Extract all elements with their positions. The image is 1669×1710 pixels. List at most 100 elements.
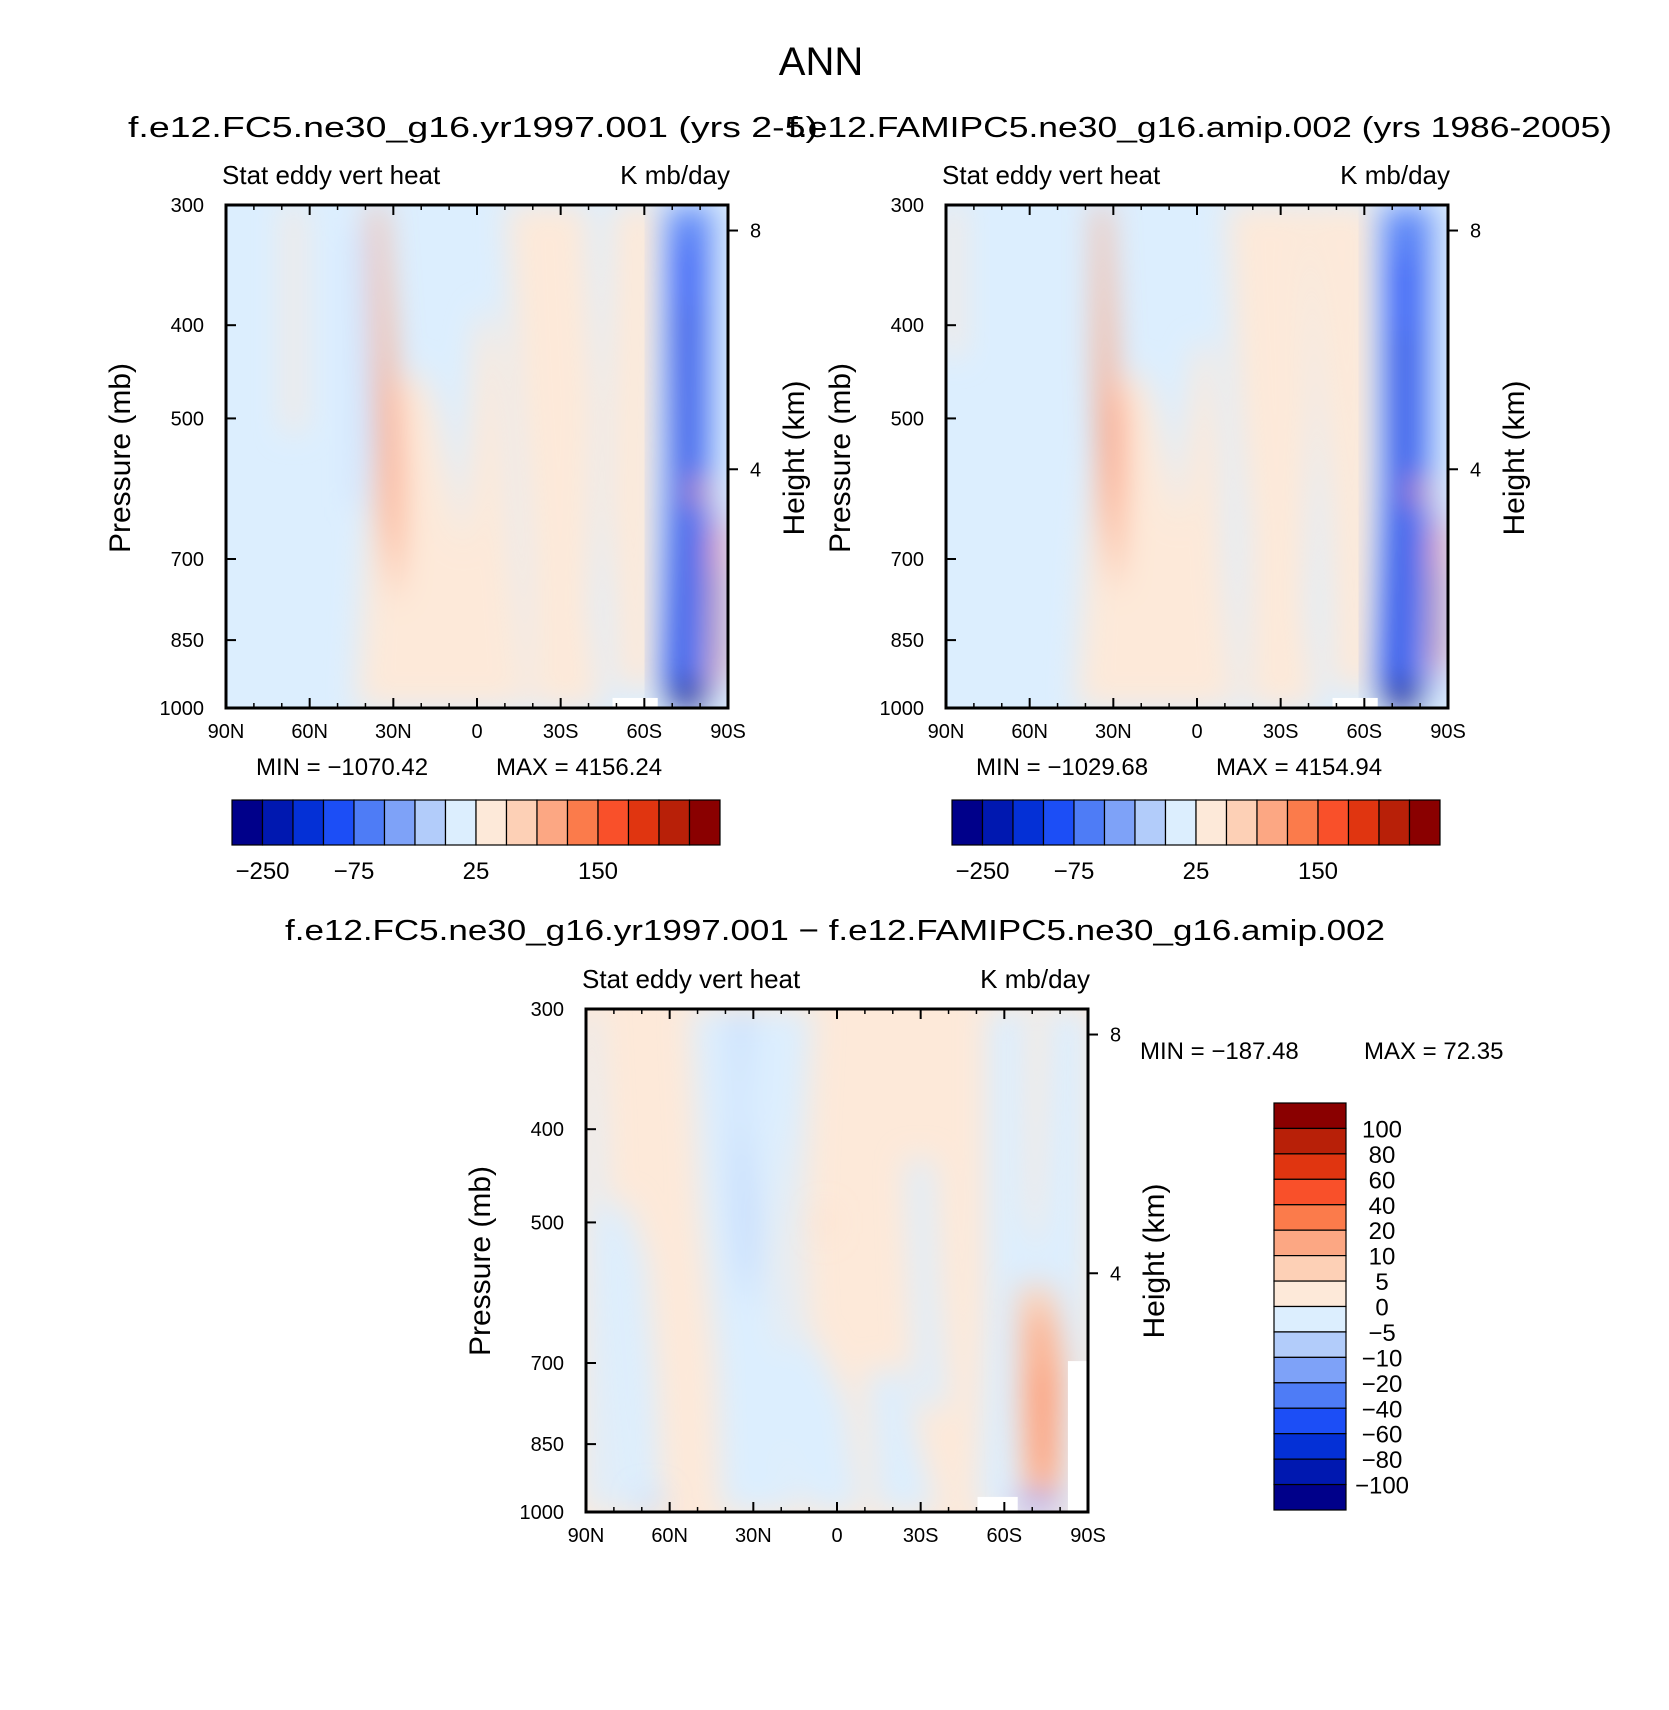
panel-2-y-ticks: 300 400 500 700 850 1000 8 4 [880,195,1482,720]
height-tick-label: 4 [1110,1263,1121,1285]
panel-2-ylabel-right: Height (km) [1498,380,1531,535]
colorbar-box [1273,1102,1347,1130]
colorbar-box [1273,1458,1347,1486]
colorbar-label: 150 [578,858,618,885]
panel-2: f.e12.FAMIPC5.ne30_g16.amip.002 (yrs 198… [788,112,1612,885]
colorbar-label: 20 [1369,1218,1396,1245]
colorbar-box [1164,799,1197,846]
panel-3: f.e12.FC5.ne30_g16.yr1997.001 − f.e12.FA… [285,915,1503,1547]
colorbar-box [1195,799,1228,846]
panel-3-left-label: Stat eddy vert heat [582,964,801,994]
colorbar-box [627,799,660,846]
field-cool-streak [736,1009,752,1311]
colorbar-box [383,799,416,846]
colorbar-box [1286,799,1319,846]
panel-1-field [226,205,728,708]
field-cool-region [586,1009,612,1512]
y-tick-label: 1000 [880,698,925,720]
panel-1-ylabel: Pressure (mb) [104,363,137,553]
colorbar-box [1273,1483,1347,1511]
panel-1: f.e12.FC5.ne30_g16.yr1997.001 (yrs 2-5) … [104,112,818,885]
panel-1-title: f.e12.FC5.ne30_g16.yr1997.001 (yrs 2-5) [128,112,818,144]
field-warm-spot [1412,481,1428,502]
x-tick-label: 90S [1430,721,1466,743]
colorbar-box [597,799,630,846]
field-warm-region [1027,1009,1048,1261]
y-tick-label: 400 [531,1119,564,1141]
field-warm-region [1166,345,1238,708]
colorbar-label: 40 [1369,1193,1396,1220]
x-tick-label: 60N [651,1525,688,1547]
colorbar-box [1273,1127,1347,1155]
colorbar-box [1273,1382,1347,1409]
colorbar-label: 60 [1369,1167,1396,1194]
panel-2-field [946,205,1448,708]
field-warm-region [1307,205,1378,688]
height-tick-label: 8 [1110,1025,1121,1047]
panel-1-units-label: K mb/day [620,160,730,190]
field-warm-region [1227,205,1318,708]
y-tick-label: 300 [171,195,204,217]
figure-title: ANN [779,40,863,84]
field-warm-streak [1096,205,1122,598]
x-tick-label: 60N [291,721,328,743]
y-tick-label: 300 [891,195,924,217]
panel-3-min-label: MIN = −187.48 [1140,1038,1299,1065]
colorbar-label: −10 [1362,1345,1403,1372]
panel-2-max-label: MAX = 4154.94 [1216,754,1382,781]
x-tick-label: 90S [710,721,746,743]
y-tick-label: 500 [531,1212,564,1234]
panel-3-units-label: K mb/day [980,964,1090,994]
colorbar-box [981,799,1014,846]
height-tick-label: 4 [1470,459,1481,481]
colorbar-label: −5 [1368,1320,1395,1347]
y-tick-label: 850 [891,630,924,652]
y-tick-label: 700 [171,549,204,571]
y-tick-label: 700 [891,549,924,571]
field-warm-region [456,305,528,708]
colorbar-label: −100 [1355,1473,1409,1500]
panel-2-min-label: MIN = −1029.68 [976,754,1148,781]
x-tick-label: 90N [928,721,965,743]
field-warm-band [946,205,962,356]
field-cool-region [691,1009,787,1512]
x-tick-label: 90N [568,1525,605,1547]
panel-1-frame [224,203,730,710]
panel-2-frame [944,203,1450,710]
panel-2-left-label: Stat eddy vert heat [942,160,1161,190]
x-tick-label: 0 [1191,721,1202,743]
colorbar-box [1378,799,1411,846]
field-cool-region [670,305,691,678]
colorbar-box [1225,799,1258,846]
colorbar-label: −75 [334,858,375,885]
x-tick-label: 60S [987,1525,1023,1547]
x-tick-label: 60S [627,721,663,743]
field-cool-core [641,1496,662,1507]
field-white-patch [977,1496,1018,1512]
y-tick-label: 850 [171,630,204,652]
panel-1-x-ticks: 90N 60N 30N 0 30S 60S 90S [208,205,746,743]
panel-1-max-label: MAX = 4156.24 [496,754,662,781]
colorbar-label: −60 [1362,1422,1403,1449]
field-cool-core [667,682,708,708]
field-warm-spot [692,481,708,502]
height-tick-label: 8 [750,221,761,243]
colorbar-box [322,799,355,846]
x-tick-label: 90S [1070,1525,1106,1547]
field-warm-spot [821,1210,827,1236]
y-tick-label: 700 [531,1353,564,1375]
field-cool-core [1382,682,1423,708]
colorbar-box [1317,799,1350,846]
colorbar-box [951,799,984,846]
height-tick-label: 4 [750,459,761,481]
colorbar-box [444,799,477,846]
panel-2-units-label: K mb/day [1340,160,1450,190]
y-tick-label: 500 [891,408,924,430]
y-tick-label: 300 [531,999,564,1021]
colorbar-box [1273,1255,1347,1282]
colorbar-box [231,799,264,846]
y-tick-label: 500 [171,408,204,430]
colorbar-label: 150 [1298,858,1338,885]
field-white-patch [612,697,658,708]
field-cool-streak [356,230,362,507]
